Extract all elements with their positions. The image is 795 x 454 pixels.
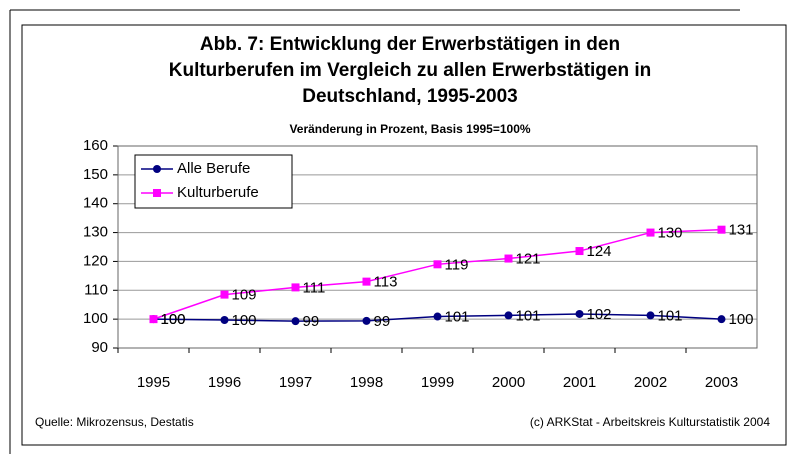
x-tick-label: 1999 xyxy=(421,374,454,391)
y-tick-label: 100 xyxy=(83,310,108,327)
data-label: 119 xyxy=(445,256,469,273)
data-label: 101 xyxy=(658,307,683,324)
legend xyxy=(134,154,293,209)
chart-title: Deutschland, 1995-2003 xyxy=(302,86,517,107)
marker xyxy=(504,311,513,320)
marker xyxy=(575,309,584,318)
marker xyxy=(717,315,726,324)
data-label: 99 xyxy=(303,313,320,330)
x-tick-label: 1995 xyxy=(137,374,170,391)
data-label: 100 xyxy=(729,311,754,328)
y-tick-label: 110 xyxy=(84,281,108,298)
data-label: 130 xyxy=(658,225,683,242)
marker xyxy=(149,315,158,324)
data-label: 111 xyxy=(303,279,326,296)
data-label: 101 xyxy=(516,307,541,324)
chart-title: Abb. 7: Entwicklung der Erwerbstätigen i… xyxy=(200,34,620,55)
chart-frame xyxy=(21,24,787,446)
legend-label: Kulturberufe xyxy=(177,184,259,201)
chart-title: Kulturberufen im Vergleich zu allen Erwe… xyxy=(169,60,652,81)
data-label: 131 xyxy=(729,222,754,239)
marker xyxy=(362,316,371,325)
marker xyxy=(153,165,161,173)
data-label: 124 xyxy=(587,243,612,260)
data-label: 109 xyxy=(232,287,257,304)
y-tick-label: 160 xyxy=(83,137,108,154)
x-tick-label: 2000 xyxy=(492,374,525,391)
marker xyxy=(646,228,655,237)
y-tick-label: 140 xyxy=(83,195,108,212)
data-label: 101 xyxy=(445,309,470,326)
marker xyxy=(717,225,726,234)
x-tick-label: 1996 xyxy=(208,374,241,391)
x-tick-label: 1998 xyxy=(350,374,383,391)
marker xyxy=(575,247,584,256)
y-tick-label: 130 xyxy=(83,224,108,241)
y-tick-label: 150 xyxy=(83,166,108,183)
marker xyxy=(153,189,161,197)
marker xyxy=(291,283,300,292)
data-label: 100 xyxy=(232,312,257,329)
marker xyxy=(291,317,300,326)
data-label: 100 xyxy=(161,311,186,328)
x-tick-label: 2002 xyxy=(634,374,667,391)
x-tick-label: 2003 xyxy=(705,374,738,391)
marker xyxy=(504,254,513,263)
x-tick-label: 2001 xyxy=(563,374,596,391)
legend-label: Alle Berufe xyxy=(177,160,250,177)
source: Quelle: Mikrozensus, Destatis xyxy=(35,415,194,429)
series-line xyxy=(153,228,722,320)
data-label: 121 xyxy=(516,251,541,268)
copyright: (c) ARKStat - Arbeitskreis Kulturstatist… xyxy=(530,415,770,429)
marker xyxy=(433,260,442,269)
data-label: 99 xyxy=(374,313,391,330)
data-label: 113 xyxy=(374,274,398,291)
plot-area xyxy=(117,145,758,349)
x-tick-label: 1997 xyxy=(279,374,312,391)
y-tick-label: 90 xyxy=(91,339,108,356)
marker xyxy=(220,316,229,325)
marker xyxy=(646,311,655,320)
data-label: 102 xyxy=(587,306,612,323)
marker xyxy=(433,312,442,321)
data-label: 100 xyxy=(161,311,186,328)
marker xyxy=(220,290,229,299)
marker xyxy=(362,277,371,286)
y-tick-label: 120 xyxy=(83,252,108,269)
chart-subtitle: Veränderung in Prozent, Basis 1995=100% xyxy=(289,122,530,136)
